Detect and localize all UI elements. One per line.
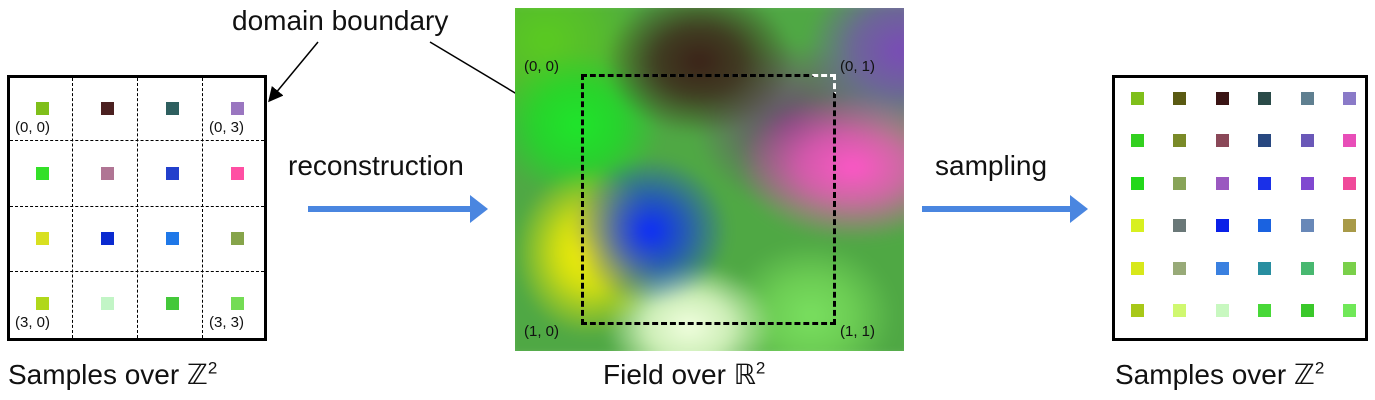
sample-square — [1343, 134, 1356, 148]
sample-square — [231, 102, 244, 115]
sample-square — [36, 232, 49, 245]
arrow-shaft — [308, 206, 472, 212]
sample-square — [1131, 304, 1144, 317]
sample-square — [1343, 92, 1356, 105]
domain-boundary-box-dark — [581, 74, 836, 325]
right-caption: Samples over ℤ2 — [1115, 358, 1324, 391]
sample-square — [1173, 134, 1187, 148]
field-caption: Field over ℝ2 — [603, 358, 765, 391]
sample-square — [1258, 304, 1272, 317]
sample-square — [1258, 219, 1272, 233]
sample-square — [1258, 92, 1272, 105]
sample-square — [101, 167, 114, 180]
arrow-shaft — [922, 206, 1072, 212]
sampling-label: sampling — [935, 150, 1048, 181]
sample-square — [166, 232, 179, 245]
sample-square — [1215, 219, 1229, 233]
field-corner-top-left: (0, 0) — [524, 58, 560, 75]
index-label-bottom-left: (3, 0) — [15, 314, 51, 331]
grid-divider — [202, 78, 203, 338]
reals-symbol: ℝ — [733, 358, 756, 391]
sample-square — [1215, 261, 1229, 275]
sample-square — [166, 297, 179, 310]
sample-square — [1300, 92, 1314, 105]
sample-square — [1131, 134, 1144, 148]
sample-square — [1215, 134, 1229, 148]
sample-square — [1343, 219, 1356, 233]
arrow-head — [470, 195, 488, 223]
field-corner-top-right: (0, 1) — [840, 58, 876, 75]
arrow-head — [1070, 195, 1088, 223]
sample-square — [1343, 304, 1356, 317]
sample-square — [1173, 304, 1187, 317]
index-label-top-left: (0, 0) — [15, 119, 51, 136]
integers-symbol: ℤ — [186, 358, 208, 391]
grid-divider — [137, 78, 138, 338]
left-caption-text: Samples over — [8, 359, 187, 390]
sample-square — [1131, 219, 1144, 233]
left-sample-grid: (0, 0) (0, 3) (3, 0) (3, 3) — [7, 75, 267, 341]
sample-square — [1343, 176, 1356, 190]
sample-square — [1343, 261, 1356, 275]
index-label-top-right: (0, 3) — [209, 119, 245, 136]
sample-square — [101, 102, 114, 115]
field-image — [515, 8, 904, 351]
sample-square — [1300, 261, 1314, 275]
right-caption-text: Samples over — [1115, 359, 1294, 390]
sample-square — [166, 167, 179, 180]
sample-square — [1300, 219, 1314, 233]
sample-square — [36, 167, 49, 180]
sample-square — [1173, 176, 1187, 190]
pointer-to-grid-boundary — [268, 41, 319, 103]
field-caption-text: Field over — [603, 359, 734, 390]
sample-square — [1173, 261, 1187, 275]
grid-divider — [10, 140, 264, 141]
field-corner-bottom-right: (1, 1) — [840, 323, 876, 340]
field-caption-exponent: 2 — [755, 358, 766, 378]
sample-square — [101, 232, 114, 245]
field-corner-bottom-left: (1, 0) — [524, 323, 560, 340]
sample-square — [231, 167, 244, 180]
continuous-field: (0, 0) (0, 1) (1, 0) (1, 1) — [515, 8, 904, 351]
sample-square — [1300, 304, 1314, 317]
sample-square — [1215, 176, 1229, 190]
sample-square — [1173, 219, 1187, 233]
domain-boundary-annotation: domain boundary — [232, 5, 449, 36]
sample-square — [1215, 92, 1229, 105]
right-sample-grid — [1112, 75, 1368, 341]
sample-square — [1258, 134, 1272, 148]
grid-divider — [10, 206, 264, 207]
sample-square — [166, 102, 179, 115]
sample-square — [231, 297, 244, 310]
left-caption-exponent: 2 — [207, 358, 218, 378]
sampling-arrow — [922, 195, 1088, 223]
reconstruction-arrow — [308, 195, 488, 223]
sample-square — [231, 232, 244, 245]
sample-square — [1300, 176, 1314, 190]
sample-square — [36, 102, 49, 115]
sample-square — [1215, 304, 1229, 317]
index-label-bottom-right: (3, 3) — [209, 314, 245, 331]
grid-divider — [10, 271, 264, 272]
left-caption: Samples over ℤ2 — [8, 358, 217, 391]
sample-square — [1173, 92, 1187, 105]
sample-square — [1300, 134, 1314, 148]
grid-divider — [72, 78, 73, 338]
reconstruction-label: reconstruction — [288, 150, 464, 181]
sample-square — [1131, 176, 1144, 190]
sample-square — [101, 297, 114, 310]
sample-square — [1258, 261, 1272, 275]
right-caption-exponent: 2 — [1314, 358, 1325, 378]
sample-square — [1131, 92, 1144, 105]
sample-square — [1258, 176, 1272, 190]
sample-square — [36, 297, 49, 310]
sample-square — [1131, 261, 1144, 275]
integers-symbol: ℤ — [1293, 358, 1315, 391]
